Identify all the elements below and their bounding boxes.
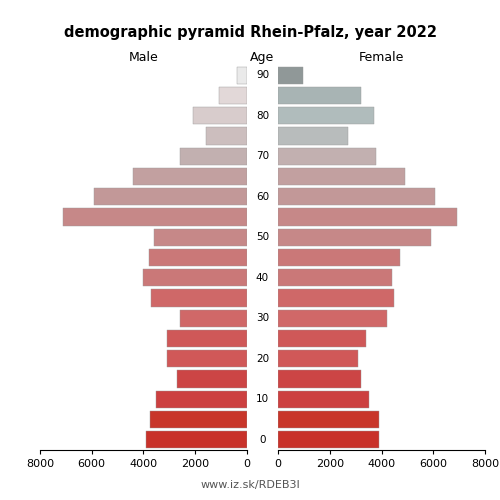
Title: Male: Male <box>128 51 158 64</box>
Bar <box>133 168 247 185</box>
Bar <box>278 208 456 226</box>
Bar <box>278 432 379 448</box>
Bar <box>278 370 361 388</box>
Bar <box>278 310 386 327</box>
Bar <box>192 107 247 124</box>
Bar <box>151 290 247 306</box>
Bar <box>278 290 394 306</box>
Text: 30: 30 <box>256 314 269 324</box>
Bar <box>237 66 247 84</box>
Text: 90: 90 <box>256 70 269 80</box>
Bar <box>167 350 247 368</box>
Bar <box>180 148 247 165</box>
Text: demographic pyramid Rhein-Pfalz, year 2022: demographic pyramid Rhein-Pfalz, year 20… <box>64 25 436 40</box>
Bar <box>278 269 392 286</box>
Bar <box>206 128 247 144</box>
Bar <box>278 87 361 104</box>
Bar <box>156 390 247 408</box>
Text: 60: 60 <box>256 192 269 202</box>
Bar <box>278 249 400 266</box>
Bar <box>150 411 247 428</box>
Bar <box>148 249 247 266</box>
Title: Age: Age <box>250 51 274 64</box>
Bar <box>278 228 430 246</box>
Text: 20: 20 <box>256 354 269 364</box>
Bar <box>144 269 247 286</box>
Text: www.iz.sk/RDEB3I: www.iz.sk/RDEB3I <box>200 480 300 490</box>
Bar <box>278 168 405 185</box>
Bar <box>278 350 358 368</box>
Bar <box>278 188 434 206</box>
Text: 70: 70 <box>256 151 269 161</box>
Bar <box>278 148 376 165</box>
Bar <box>278 107 374 124</box>
Bar <box>154 228 247 246</box>
Bar <box>64 208 247 226</box>
Bar <box>218 87 247 104</box>
Bar <box>278 66 302 84</box>
Bar <box>278 128 348 144</box>
Text: 10: 10 <box>256 394 269 404</box>
Bar <box>278 330 366 347</box>
Text: 80: 80 <box>256 110 269 120</box>
Bar <box>94 188 247 206</box>
Bar <box>278 411 379 428</box>
Title: Female: Female <box>359 51 404 64</box>
Bar <box>167 330 247 347</box>
Bar <box>278 390 368 408</box>
Text: 50: 50 <box>256 232 269 242</box>
Bar <box>177 370 247 388</box>
Bar <box>146 432 247 448</box>
Bar <box>180 310 247 327</box>
Text: 40: 40 <box>256 273 269 283</box>
Text: 0: 0 <box>259 435 266 445</box>
